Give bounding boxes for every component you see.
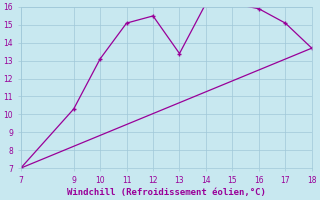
X-axis label: Windchill (Refroidissement éolien,°C): Windchill (Refroidissement éolien,°C) <box>67 188 266 197</box>
